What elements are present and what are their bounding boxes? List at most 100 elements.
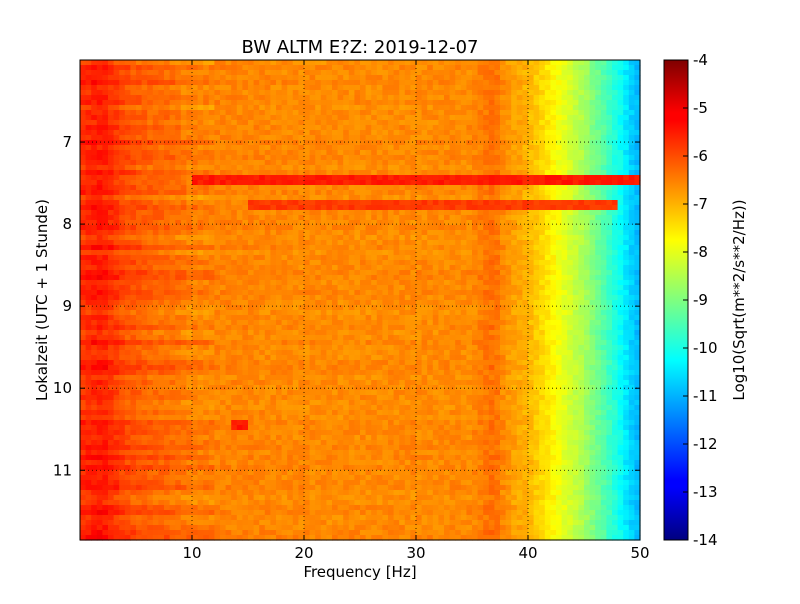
- heatmap-cell: [472, 160, 479, 166]
- heatmap-cell: [287, 215, 294, 221]
- heatmap-cell: [158, 90, 165, 96]
- heatmap-cell: [264, 135, 271, 141]
- heatmap-cell: [522, 190, 529, 196]
- heatmap-cell: [348, 65, 355, 71]
- heatmap-cell: [449, 250, 456, 256]
- heatmap-cell: [466, 150, 473, 156]
- heatmap-cell: [180, 110, 187, 116]
- heatmap-cell: [500, 135, 507, 141]
- heatmap-cell: [337, 165, 344, 171]
- heatmap-cell: [634, 150, 641, 156]
- heatmap-cell: [572, 260, 579, 266]
- heatmap-cell: [404, 60, 411, 66]
- heatmap-cell: [320, 235, 327, 241]
- heatmap-cell: [455, 220, 462, 226]
- heatmap-cell: [449, 70, 456, 76]
- heatmap-cell: [113, 220, 120, 226]
- heatmap-cell: [533, 280, 540, 286]
- heatmap-cell: [208, 300, 215, 306]
- heatmap-cell: [108, 160, 115, 166]
- heatmap-cell: [320, 170, 327, 176]
- heatmap-cell: [236, 210, 243, 216]
- heatmap-cell: [393, 295, 400, 301]
- heatmap-cell: [298, 230, 305, 236]
- heatmap-cell: [623, 185, 630, 191]
- heatmap-cell: [556, 270, 563, 276]
- heatmap-cell: [119, 285, 126, 291]
- heatmap-cell: [124, 130, 131, 136]
- heatmap-cell: [197, 285, 204, 291]
- heatmap-cell: [136, 105, 143, 111]
- heatmap-cell: [628, 200, 635, 206]
- heatmap-cell: [528, 305, 535, 311]
- heatmap-cell: [292, 60, 299, 66]
- heatmap-cell: [113, 155, 120, 161]
- heatmap-cell: [488, 250, 495, 256]
- heatmap-cell: [365, 305, 372, 311]
- heatmap-cell: [449, 205, 456, 211]
- heatmap-cell: [561, 190, 568, 196]
- heatmap-cell: [309, 295, 316, 301]
- heatmap-cell: [248, 260, 255, 266]
- heatmap-cell: [85, 270, 92, 276]
- heatmap-cell: [533, 180, 540, 186]
- heatmap-cell: [91, 225, 98, 231]
- heatmap-cell: [304, 275, 311, 281]
- heatmap-cell: [500, 155, 507, 161]
- heatmap-cell: [287, 150, 294, 156]
- heatmap-cell: [320, 260, 327, 266]
- heatmap-cell: [516, 170, 523, 176]
- heatmap-cell: [572, 130, 579, 136]
- heatmap-cell: [96, 280, 103, 286]
- heatmap-cell: [169, 155, 176, 161]
- heatmap-cell: [304, 120, 311, 126]
- heatmap-cell: [600, 185, 607, 191]
- heatmap-cell: [382, 185, 389, 191]
- heatmap-cell: [281, 155, 288, 161]
- heatmap-cell: [242, 85, 249, 91]
- heatmap-cell: [304, 200, 311, 206]
- heatmap-cell: [416, 300, 423, 306]
- heatmap-cell: [550, 175, 557, 181]
- heatmap-cell: [376, 305, 383, 311]
- heatmap-cell: [119, 245, 126, 251]
- heatmap-cell: [449, 95, 456, 101]
- heatmap-cell: [197, 185, 204, 191]
- heatmap-cell: [225, 130, 232, 136]
- heatmap-cell: [438, 250, 445, 256]
- heatmap-cell: [516, 290, 523, 296]
- heatmap-cell: [511, 245, 518, 251]
- heatmap-cell: [113, 75, 120, 81]
- heatmap-cell: [460, 90, 467, 96]
- heatmap-cell: [595, 245, 602, 251]
- heatmap-cell: [539, 200, 546, 206]
- heatmap-cell: [360, 295, 367, 301]
- heatmap-cell: [388, 245, 395, 251]
- heatmap-cell: [578, 205, 585, 211]
- heatmap-cell: [494, 275, 501, 281]
- heatmap-cell: [572, 155, 579, 161]
- heatmap-cell: [393, 155, 400, 161]
- heatmap-cell: [147, 70, 154, 76]
- heatmap-cell: [180, 60, 187, 66]
- heatmap-cell: [119, 85, 126, 91]
- heatmap-cell: [152, 225, 159, 231]
- heatmap-cell: [393, 145, 400, 151]
- heatmap-cell: [539, 130, 546, 136]
- heatmap-cell: [460, 250, 467, 256]
- heatmap-cell: [472, 60, 479, 66]
- heatmap-cell: [421, 235, 428, 241]
- heatmap-cell: [483, 215, 490, 221]
- heatmap-cell: [533, 70, 540, 76]
- heatmap-cell: [544, 180, 551, 186]
- heatmap-cell: [533, 160, 540, 166]
- heatmap-cell: [421, 120, 428, 126]
- heatmap-cell: [516, 305, 523, 311]
- heatmap-cell: [550, 145, 557, 151]
- heatmap-cell: [186, 125, 193, 131]
- heatmap-cell: [354, 110, 361, 116]
- heatmap-cell: [96, 265, 103, 271]
- heatmap-cell: [623, 265, 630, 271]
- heatmap-cell: [259, 60, 266, 66]
- heatmap-cell: [208, 235, 215, 241]
